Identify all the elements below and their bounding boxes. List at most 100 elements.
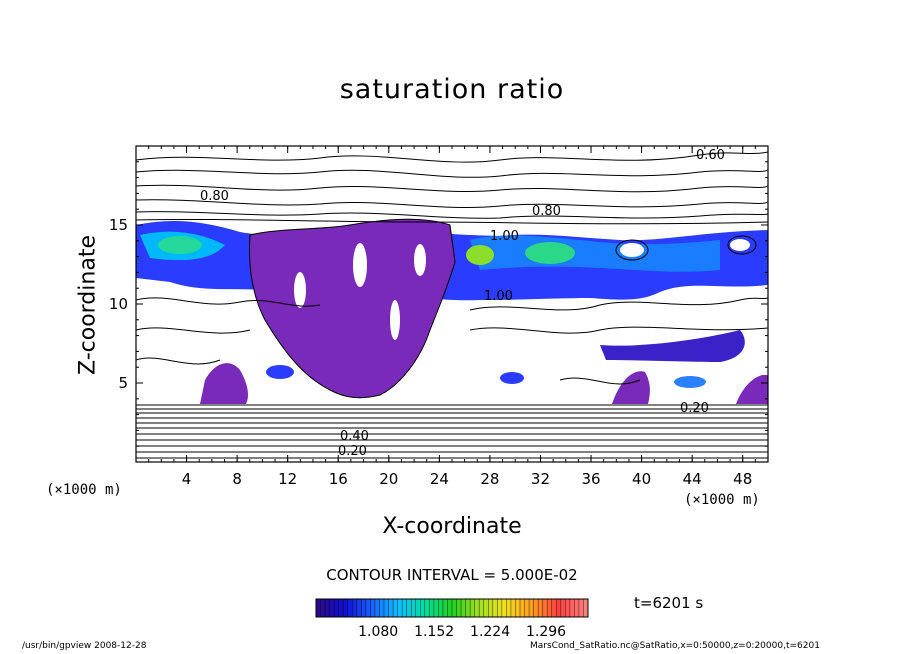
colorbar-tick-label: 1.080 (358, 624, 398, 640)
colorbar-swatch (520, 599, 526, 617)
colorbar-tick-label: 1.224 (470, 624, 510, 640)
contour-label: 1.00 (490, 229, 519, 244)
colorbar-swatch (533, 599, 539, 617)
colorbar-swatch (456, 599, 462, 617)
colorbar-swatch (452, 599, 458, 617)
colorbar-swatch (361, 599, 367, 617)
z-unit-label: (×1000 m) (46, 482, 122, 498)
colorbar-swatch (547, 599, 553, 617)
colorbar-swatch (506, 599, 512, 617)
contour-lines (136, 151, 768, 459)
colorbar-swatch (465, 599, 471, 617)
colorbar-swatch (461, 599, 467, 617)
x-tick-label: 40 (632, 470, 651, 488)
colorbar-swatch (429, 599, 435, 617)
y-tick-label: 10 (109, 295, 128, 313)
colorbar-swatch (574, 599, 580, 617)
contour-label: 1.00 (484, 289, 513, 304)
colorbar-swatch (384, 599, 390, 617)
colorbar-swatch (560, 599, 566, 617)
colorbar-swatch (438, 599, 444, 617)
x-axis-label: X-coordinate (382, 514, 522, 539)
x-tick-label: 32 (531, 470, 550, 488)
colorbar-swatch (316, 599, 322, 617)
x-unit-label: (×1000 m) (684, 492, 760, 508)
y-tick-label: 15 (109, 216, 128, 234)
colorbar-swatch (415, 599, 421, 617)
colorbar-swatch (352, 599, 358, 617)
x-tick-label: 12 (278, 470, 297, 488)
colorbar-swatch (365, 599, 371, 617)
colorbar-swatch (433, 599, 439, 617)
colorbar-frame (315, 598, 589, 618)
colorbar-swatch (583, 599, 589, 617)
contour-label: 0.20 (680, 401, 709, 416)
x-tick-label: 20 (379, 470, 398, 488)
colorbar-swatch (402, 599, 408, 617)
y-tick-label: 5 (118, 374, 128, 392)
field-layer: 0.60 0.80 0.80 1.00 1.00 0.20 0.40 0.20 (136, 146, 768, 462)
colorbar-swatch (542, 599, 548, 617)
colorbar-tick-label: 1.152 (414, 624, 454, 640)
convective-region (249, 219, 455, 398)
x-tick-label: 8 (232, 470, 242, 488)
colorbar-swatch (470, 599, 476, 617)
colorbar-swatch (510, 599, 516, 617)
colorbar-swatch (356, 599, 362, 617)
colorbar-swatch (338, 599, 344, 617)
footer-right: MarsCond_SatRatio.nc@SatRatio,x=0:50000,… (530, 641, 820, 651)
colorbar-swatch (370, 599, 376, 617)
colorbar-swatch (556, 599, 562, 617)
colorbar-swatch (397, 599, 403, 617)
colorbar-swatch (411, 599, 417, 617)
colorbar-swatch (374, 599, 380, 617)
colorbar-swatch (492, 599, 498, 617)
x-tick-label: 4 (182, 470, 192, 488)
colorbar-swatch (515, 599, 521, 617)
colorbar-swatch (524, 599, 530, 617)
colorbar-tick-label: 1.296 (526, 624, 566, 640)
colorbar-swatch (578, 599, 584, 617)
footer-left: /usr/bin/gpview 2008-12-28 (22, 641, 147, 651)
contour-label: 0.40 (340, 429, 369, 444)
colorbar-swatch (569, 599, 575, 617)
colorbar-swatch (529, 599, 535, 617)
x-tick-label: 28 (480, 470, 499, 488)
colorbar-swatch (334, 599, 340, 617)
x-tick-label: 24 (430, 470, 449, 488)
colorbar-swatch (501, 599, 507, 617)
x-tick-label: 44 (683, 470, 702, 488)
colorbar-swatch (420, 599, 426, 617)
colorbar-swatch (447, 599, 453, 617)
colorbar-swatch (320, 599, 326, 617)
chart-title: saturation ratio (339, 74, 565, 105)
colorbar-swatch (479, 599, 485, 617)
colorbar-swatch (483, 599, 489, 617)
colorbar-swatch (442, 599, 448, 617)
colorbar-swatch (424, 599, 430, 617)
y-axis-label: Z-coordinate (75, 235, 101, 375)
x-tick-label: 36 (581, 470, 600, 488)
colorbar-swatch (488, 599, 494, 617)
colorbar-swatch (347, 599, 353, 617)
colorbar-swatch (497, 599, 503, 617)
contour-label: 0.60 (696, 148, 725, 163)
x-tick-label: 48 (733, 470, 752, 488)
colorbar-swatch (325, 599, 331, 617)
colorbar-swatch (379, 599, 385, 617)
colorbar-swatch (474, 599, 480, 617)
colorbar-swatch (406, 599, 412, 617)
contour-interval: CONTOUR INTERVAL = 5.000E-02 (326, 566, 578, 584)
x-tick-label: 16 (329, 470, 348, 488)
colorbar-swatch (565, 599, 571, 617)
colorbar-swatch (388, 599, 394, 617)
colorbar-swatch (538, 599, 544, 617)
time-label: t=6201 s (634, 594, 704, 612)
colorbar-swatch (329, 599, 335, 617)
contour-label: 0.80 (532, 204, 561, 219)
colorbar-swatch (393, 599, 399, 617)
contour-label: 0.20 (338, 444, 367, 459)
colorbar-swatch (343, 599, 349, 617)
contour-label: 0.80 (200, 189, 229, 204)
